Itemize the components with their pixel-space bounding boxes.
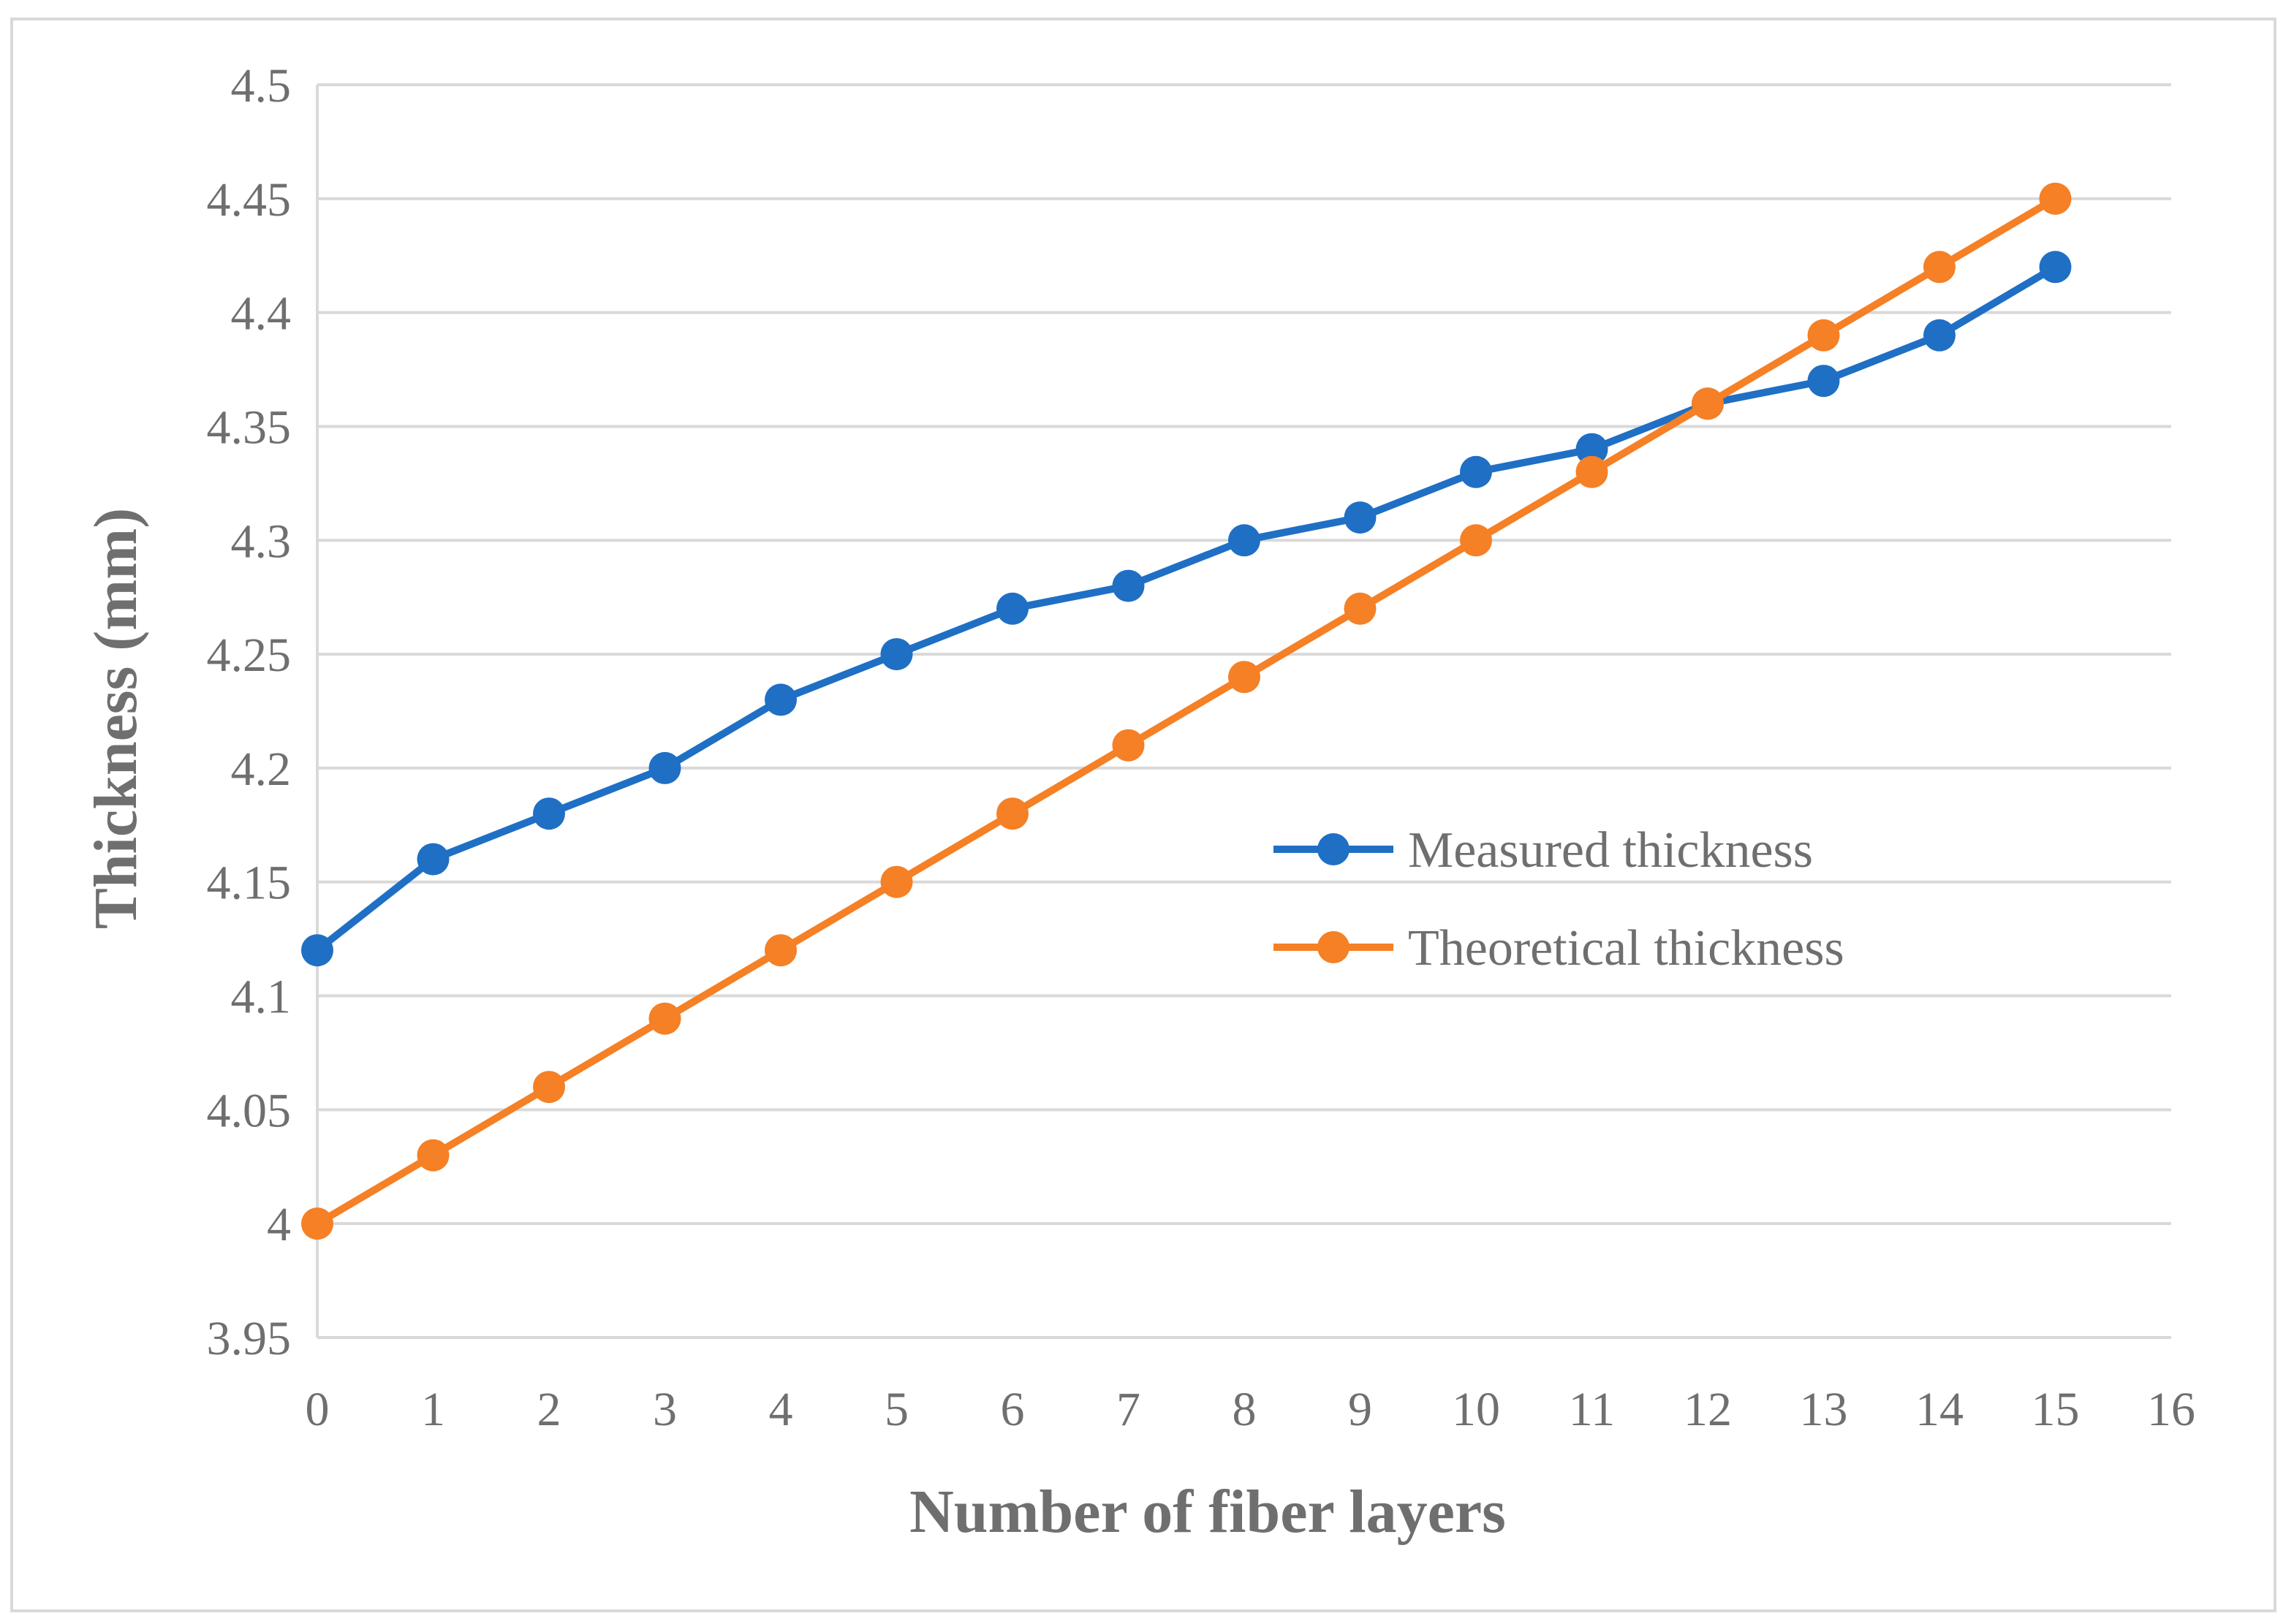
y-tick-label: 4.1: [231, 971, 292, 1024]
y-tick-label: 4.2: [231, 743, 292, 796]
data-point: [880, 638, 913, 671]
data-point: [1460, 524, 1492, 557]
series: [301, 182, 2072, 1240]
y-tick-label: 4.25: [207, 629, 292, 682]
x-tick-label: 12: [1684, 1383, 1732, 1436]
y-tick-label: 4.15: [207, 857, 292, 910]
legend-marker: [1317, 833, 1349, 865]
y-tick-label: 4.45: [207, 173, 292, 227]
series-line: [314, 263, 2059, 955]
x-tick-label: 13: [1800, 1383, 1848, 1436]
data-point: [1228, 661, 1260, 694]
axes: [316, 85, 2171, 1339]
data-point: [1112, 569, 1145, 602]
data-point: [996, 797, 1029, 830]
x-tick-label: 3: [653, 1383, 677, 1436]
legend-label: Measured thickness: [1408, 822, 1813, 879]
x-tick-label: 6: [1001, 1383, 1025, 1436]
data-point: [765, 934, 797, 967]
legend-item: Measured thickness: [1273, 822, 1813, 879]
y-tick-label: 4.35: [207, 401, 292, 454]
legend-marker: [1317, 931, 1349, 963]
x-tick-label: 2: [537, 1383, 561, 1436]
series-line: [314, 194, 2059, 1228]
data-point: [2039, 182, 2072, 215]
data-point: [1692, 387, 1724, 420]
data-point: [533, 797, 565, 830]
data-point: [1575, 433, 1608, 466]
data-point: [765, 683, 797, 716]
data-point: [1228, 524, 1260, 557]
data-point: [301, 934, 333, 967]
x-tick-label: 9: [1348, 1383, 1372, 1436]
y-tick-label: 4.5: [231, 59, 292, 113]
y-tick-label: 4.3: [231, 515, 292, 568]
data-point: [880, 865, 913, 898]
data-point: [1807, 365, 1840, 398]
legend-label: Theoretical thickness: [1408, 920, 1844, 976]
x-tick-label: 15: [2032, 1383, 2080, 1436]
y-tick-label: 4.4: [231, 287, 292, 341]
y-tick-label: 3.95: [207, 1312, 292, 1365]
data-point: [1460, 455, 1492, 488]
data-point: [1807, 319, 1840, 352]
gridlines: [317, 83, 2171, 1226]
data-point: [1112, 729, 1145, 762]
data-point: [417, 843, 450, 876]
x-tick-label: 1: [421, 1383, 445, 1436]
y-tick-label: 4.05: [207, 1084, 292, 1137]
data-point: [648, 751, 681, 784]
x-tick-label: 11: [1569, 1383, 1616, 1436]
data-point: [301, 1207, 333, 1240]
data-point: [2039, 251, 2072, 284]
x-tick-label: 5: [885, 1383, 909, 1436]
data-point: [1575, 455, 1608, 488]
x-tick-label: 14: [1915, 1383, 1964, 1436]
x-tick-label: 16: [2147, 1383, 2195, 1436]
y-tick-label: 4: [267, 1198, 291, 1251]
x-tick-label: 4: [769, 1383, 793, 1436]
data-point: [996, 592, 1029, 625]
series-measured-thickness: [301, 251, 2072, 967]
data-point: [533, 1071, 565, 1104]
series-theoretical-thickness: [301, 182, 2072, 1240]
data-point: [648, 1002, 681, 1035]
data-point: [1344, 592, 1377, 625]
data-point: [1344, 501, 1377, 534]
chart-border: [10, 18, 2276, 1612]
data-point: [417, 1139, 450, 1172]
x-tick-label: 7: [1116, 1383, 1140, 1436]
x-tick-label: 8: [1233, 1383, 1257, 1436]
x-axis-title: Number of fiber layers: [909, 1478, 1506, 1546]
y-tick-labels: 3.95 4 4.05 4.1 4.15 4.2 4.25 4.3 4.35 4.4 4.45 4.5: [207, 59, 292, 1365]
data-point: [1923, 319, 1956, 352]
y-axis-title: Thickness (mm): [82, 508, 150, 929]
x-tick-label: 10: [1452, 1383, 1500, 1436]
legend-item: Theoretical thickness: [1273, 920, 1844, 976]
x-tick-label: 0: [306, 1383, 330, 1436]
data-point: [1923, 251, 1956, 284]
x-tick-labels: 0 1 2 3 4 5 6 7 8 9 10 11 12 13 14 15 16: [306, 1383, 2196, 1436]
legend: Measured thickness Theoretical thickness: [1273, 822, 1844, 976]
